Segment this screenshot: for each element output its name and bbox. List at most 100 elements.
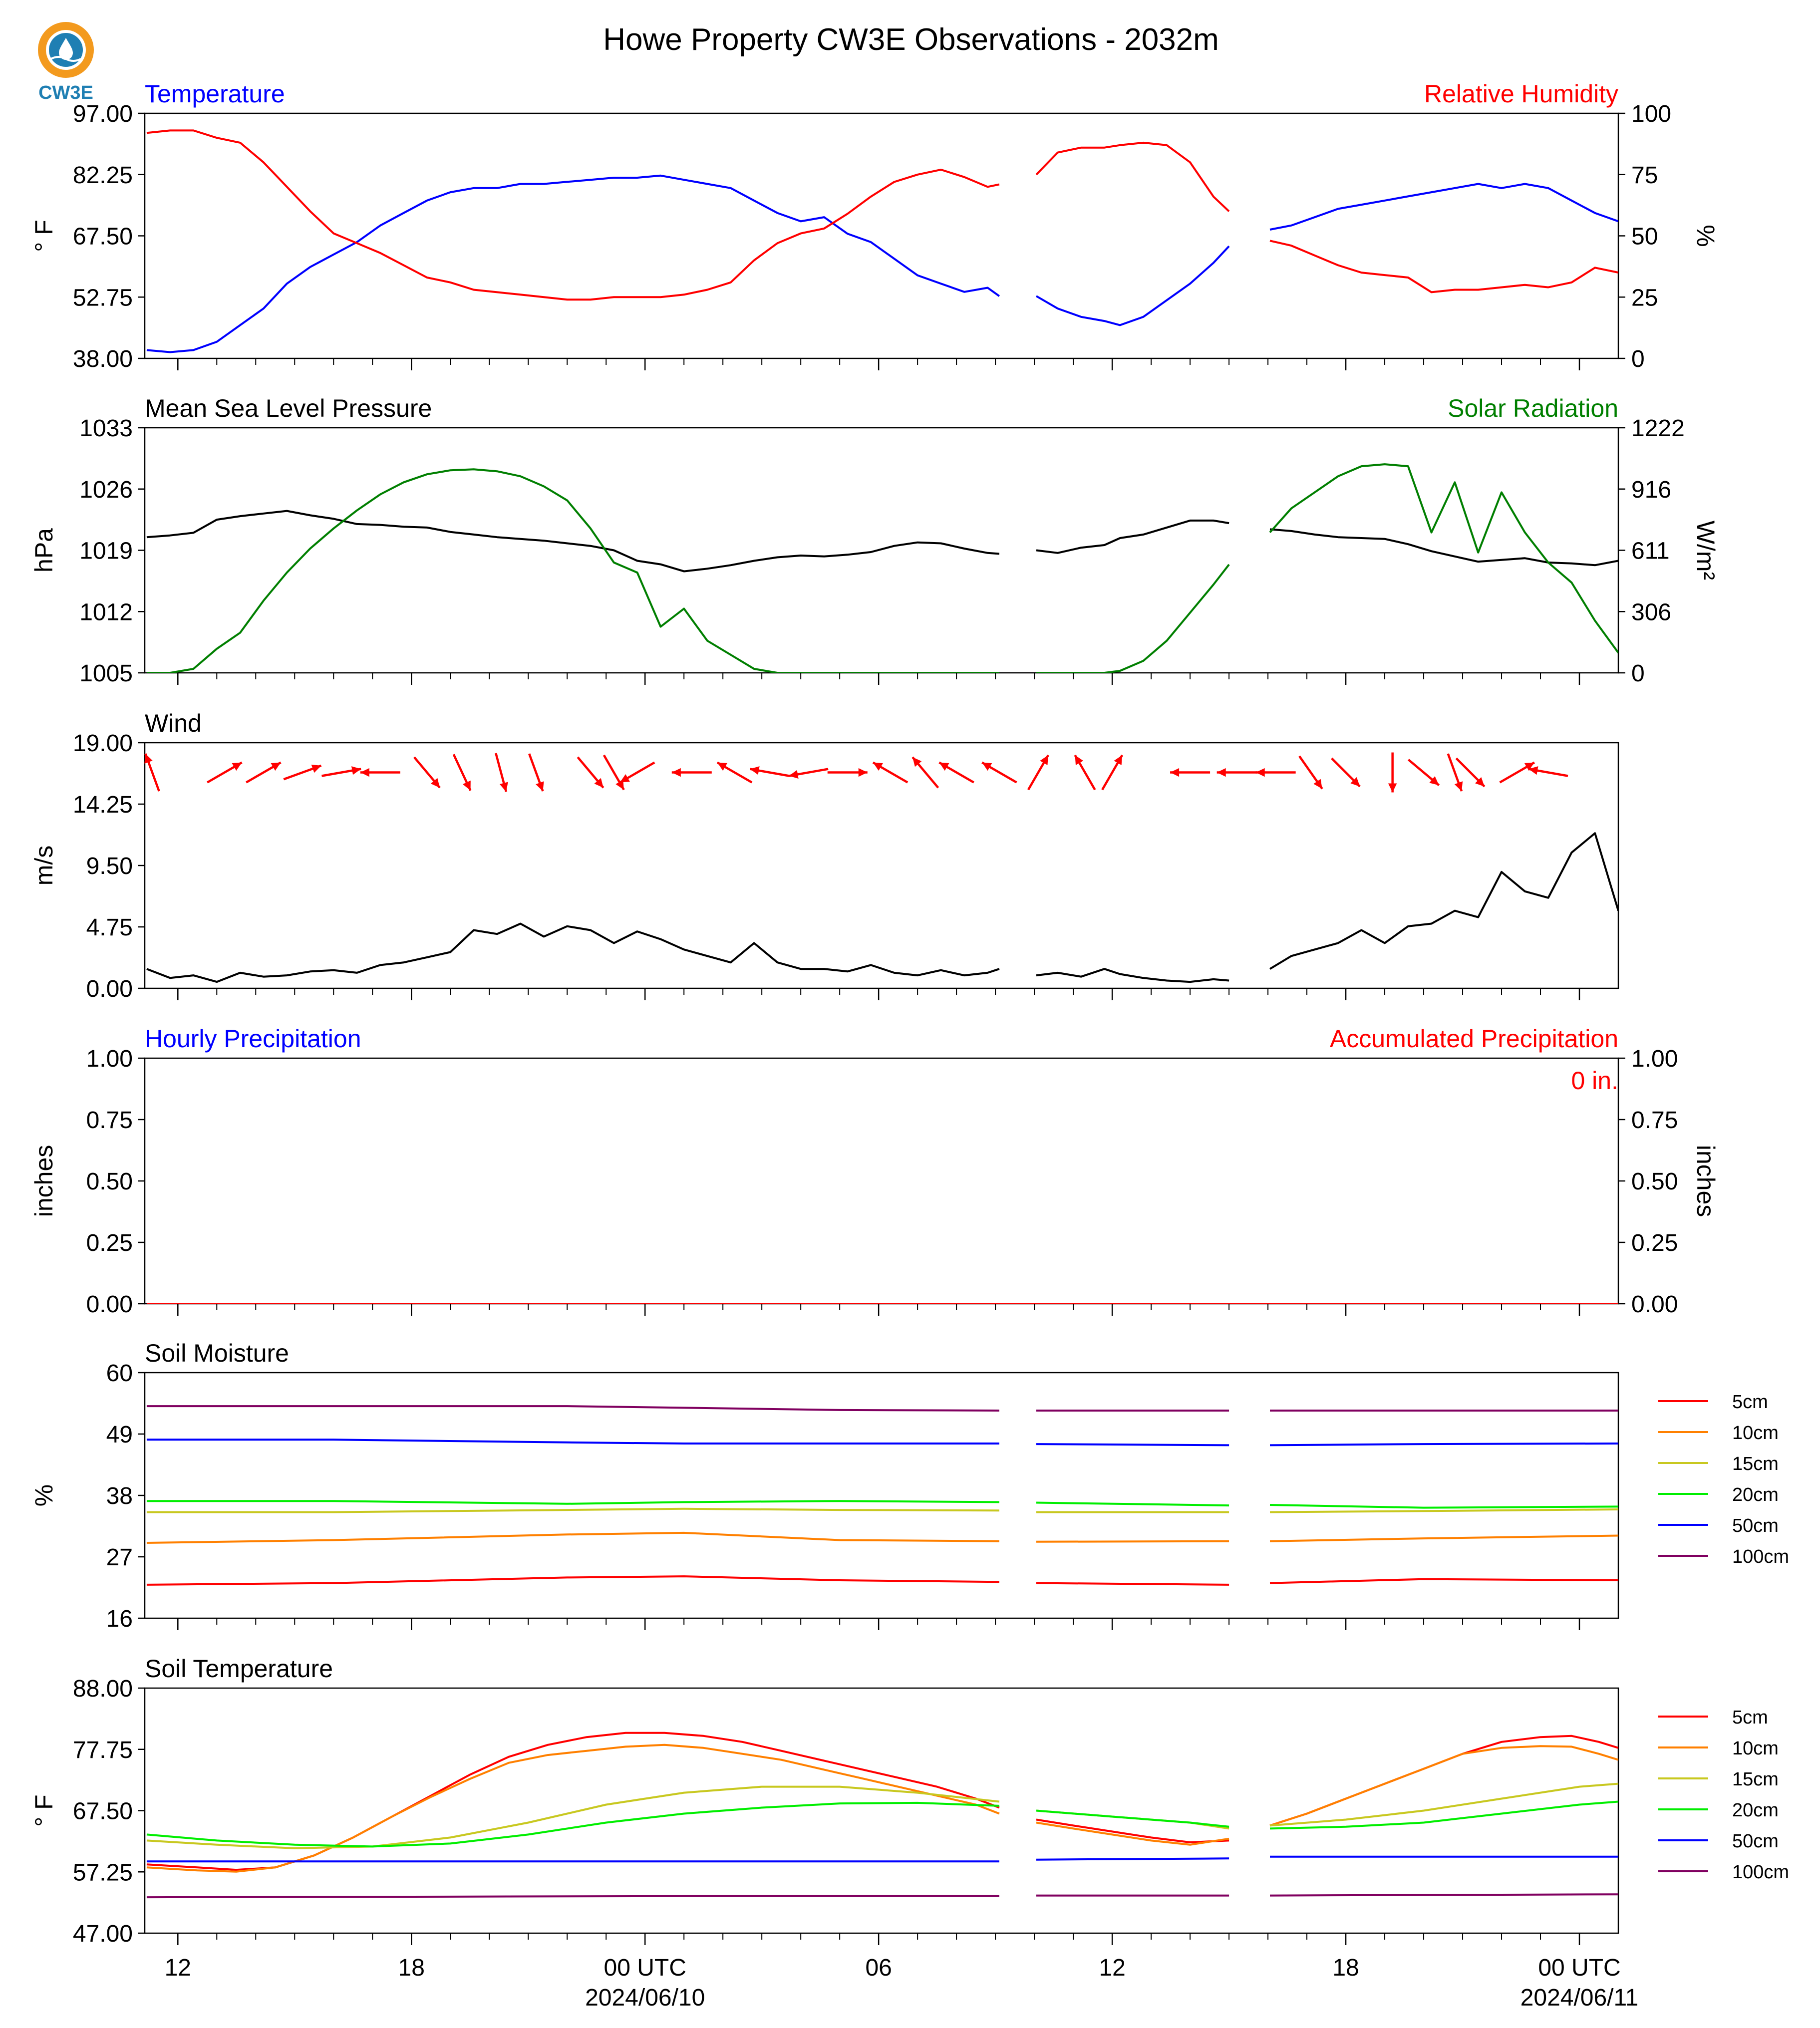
ylabel-left: % (30, 1484, 58, 1506)
wind-arrow-head (717, 762, 727, 771)
wind-arrow-head (594, 778, 604, 788)
wind-arrow (1388, 752, 1397, 793)
panel-title-left: Soil Moisture (145, 1339, 289, 1367)
panel-wind: Wind 19.00 14.25 9.50 4.75 0.00 m/s (30, 709, 1619, 1002)
wind-arrow (827, 768, 868, 777)
wind-arrow (1027, 754, 1049, 791)
wind-arrow (360, 768, 400, 777)
wind-arrow-head (1075, 755, 1084, 765)
ytick-label-right: 306 (1631, 599, 1671, 625)
ytick-label-left: 4.75 (86, 914, 133, 941)
wind-arrow (749, 766, 790, 777)
wind-arrow-head (1114, 755, 1123, 765)
series-line-10cm (146, 1743, 1618, 1873)
ytick-label-left: 1026 (79, 477, 133, 503)
wind-arrow (577, 756, 605, 789)
ytick-label-left: 67.50 (73, 1798, 133, 1825)
series-line-5cm (146, 1575, 1618, 1586)
legend-label: 15cm (1732, 1769, 1779, 1790)
plot-frame (144, 1057, 1619, 1305)
ytick-label-right: 100 (1631, 101, 1671, 127)
wind-arrow-head (619, 774, 630, 783)
ytick-label-right: 916 (1631, 477, 1671, 503)
ytick-label-left: 0.50 (86, 1168, 133, 1195)
panel-soil-temp: Soil Temperature 88.00 77.75 67.50 57.25 47.0… (30, 1655, 1789, 1947)
xtick-label: 00 UTC (604, 1955, 686, 1981)
ylabel-right: W/m² (1692, 521, 1720, 580)
ytick-label-right: 0.00 (1631, 1291, 1678, 1318)
wind-arrow (603, 754, 625, 791)
ylabel-right: inches (1692, 1145, 1720, 1217)
ytick-label-left: 0.75 (86, 1107, 133, 1134)
wind-arrow (1216, 768, 1257, 777)
xtick-label: 12 (1099, 1955, 1125, 1981)
legend-label: 20cm (1732, 1800, 1779, 1821)
logo-text: CW3E (38, 82, 93, 103)
xtick-label: 18 (1332, 1955, 1359, 1981)
wind-arrow (619, 761, 655, 784)
legend-label: 50cm (1732, 1515, 1779, 1536)
ytick-label-left: 16 (106, 1606, 133, 1632)
series-group (146, 832, 1618, 983)
wind-arrow-head (1454, 781, 1463, 792)
series-line-100cm (146, 1405, 1618, 1412)
ytick-label-right: 611 (1631, 538, 1670, 565)
wind-arrow-head (939, 762, 949, 771)
legend-label: 10cm (1732, 1738, 1779, 1759)
wind-arrow-head (1313, 779, 1322, 789)
panel-title-left: Soil Temperature (145, 1655, 333, 1683)
series-group (146, 1732, 1618, 1899)
wind-arrows (144, 752, 1568, 793)
wind-arrow (716, 761, 753, 784)
panel-title-right: Relative Humidity (1424, 80, 1618, 108)
panel-temp-rh: Temperature Relative Humidity 97.00 82.25 67… (30, 80, 1720, 372)
series-group (146, 129, 1618, 353)
wind-arrow-head (1388, 783, 1397, 793)
legend-label: 5cm (1732, 1707, 1768, 1728)
wind-arrow (981, 761, 1017, 784)
wind-arrow (671, 768, 712, 777)
legend: 5cm 10cm 15cm 20cm 50cm 100cm (1658, 1707, 1789, 1883)
wind-arrow (246, 761, 282, 784)
wind-arrow-head (1040, 755, 1048, 765)
ytick-label-left: 52.75 (73, 285, 133, 311)
xtick-label: 00 UTC (1538, 1955, 1620, 1981)
xtick-label: 12 (165, 1955, 191, 1981)
ytick-label-left: 9.50 (86, 853, 133, 879)
legend-label: 10cm (1732, 1423, 1779, 1444)
xtick-date-label: 2024/06/11 (1520, 1985, 1639, 2011)
ytick-label-left: 67.50 (73, 224, 133, 250)
wind-arrow (1499, 761, 1535, 784)
legend-label: 15cm (1732, 1453, 1779, 1474)
wind-arrow-head (1429, 776, 1439, 786)
plot-frame (144, 742, 1619, 989)
wind-arrow (1447, 753, 1463, 792)
ytick-label-left: 82.25 (73, 162, 133, 189)
panels: Temperature Relative Humidity 97.00 82.25 67… (30, 80, 1789, 1947)
wind-arrow-head (499, 782, 508, 792)
wind-arrow-head (1350, 777, 1360, 787)
series-line-mean-sea-level-pressure (146, 510, 1618, 573)
ytick-label-left: 57.25 (73, 1859, 133, 1886)
series-line-20cm (146, 1500, 1618, 1509)
series-line-50cm (146, 1855, 1618, 1863)
ylabel-right: % (1692, 225, 1720, 247)
ytick-label-right: 0.25 (1631, 1230, 1678, 1256)
panel-title-left: Wind (145, 709, 202, 737)
wind-arrow-head (1528, 766, 1538, 775)
wind-arrow (452, 754, 472, 791)
ytick-label-left: 1.00 (86, 1046, 133, 1072)
wind-arrow (1455, 757, 1486, 788)
ytick-label-left: 1033 (79, 415, 133, 442)
wind-arrow (528, 753, 544, 792)
ytick-label-left: 1019 (79, 538, 133, 565)
series-line-relative-humidity (146, 129, 1618, 301)
wind-arrow-head (430, 778, 440, 788)
wind-arrow-head (144, 753, 153, 764)
ytick-label-left: 38.00 (73, 346, 133, 372)
series-line-20cm (146, 1800, 1618, 1848)
wind-arrow (911, 756, 939, 789)
ytick-label-right: 0.50 (1631, 1168, 1678, 1195)
wind-arrow-head (1524, 762, 1534, 771)
